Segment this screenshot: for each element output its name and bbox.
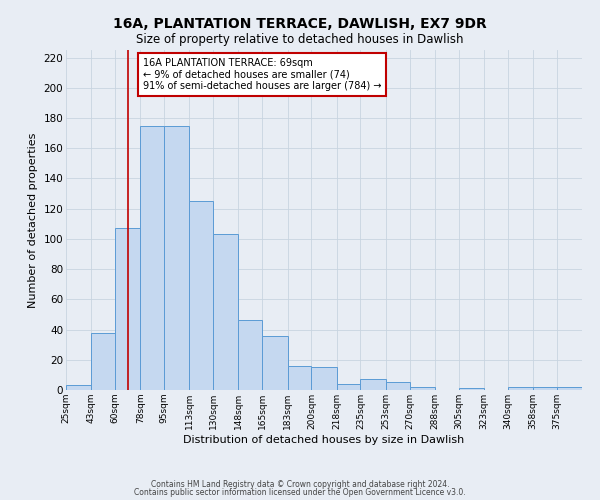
Bar — [164, 126, 190, 390]
Bar — [508, 387, 533, 390]
Bar — [213, 234, 238, 390]
Text: Contains public sector information licensed under the Open Government Licence v3: Contains public sector information licen… — [134, 488, 466, 497]
X-axis label: Distribution of detached houses by size in Dawlish: Distribution of detached houses by size … — [184, 434, 464, 444]
Bar — [458, 388, 484, 390]
Bar — [190, 201, 213, 390]
Bar — [311, 368, 337, 390]
Text: 16A PLANTATION TERRACE: 69sqm
← 9% of detached houses are smaller (74)
91% of se: 16A PLANTATION TERRACE: 69sqm ← 9% of de… — [143, 58, 382, 91]
Bar — [337, 384, 361, 390]
Bar — [410, 387, 435, 390]
Bar — [262, 336, 287, 390]
Bar — [140, 126, 164, 390]
Text: 16A, PLANTATION TERRACE, DAWLISH, EX7 9DR: 16A, PLANTATION TERRACE, DAWLISH, EX7 9D… — [113, 18, 487, 32]
Bar — [557, 387, 582, 390]
Bar — [533, 387, 557, 390]
Bar — [91, 332, 115, 390]
Bar — [115, 228, 140, 390]
Bar — [238, 320, 262, 390]
Text: Size of property relative to detached houses in Dawlish: Size of property relative to detached ho… — [136, 32, 464, 46]
Y-axis label: Number of detached properties: Number of detached properties — [28, 132, 38, 308]
Text: Contains HM Land Registry data © Crown copyright and database right 2024.: Contains HM Land Registry data © Crown c… — [151, 480, 449, 489]
Bar — [361, 380, 386, 390]
Bar — [66, 386, 91, 390]
Bar — [287, 366, 311, 390]
Bar — [386, 382, 410, 390]
